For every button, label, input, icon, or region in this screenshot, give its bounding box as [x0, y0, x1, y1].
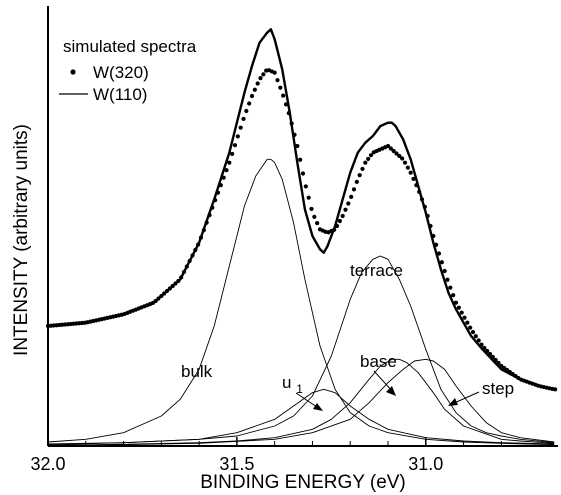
data-point: [349, 194, 354, 199]
data-point: [453, 300, 459, 305]
data-point: [360, 166, 365, 172]
annotation-step-arrowhead: [448, 398, 458, 406]
data-point: [249, 93, 255, 99]
series-w-320--points: [45, 68, 558, 392]
data-point: [439, 260, 444, 265]
data-point: [405, 165, 410, 170]
data-point: [465, 320, 470, 325]
data-point: [411, 176, 416, 182]
data-point: [281, 93, 286, 98]
data-point: [343, 207, 348, 212]
data-point: [337, 218, 342, 224]
series-base-line: [47, 358, 555, 446]
annotation-base: base: [360, 352, 397, 371]
data-point: [388, 146, 393, 151]
data-point: [357, 173, 362, 178]
data-point: [241, 116, 246, 122]
data-point: [354, 179, 359, 184]
data-point: [252, 87, 257, 92]
data-point: [476, 338, 481, 343]
data-point: [394, 151, 399, 156]
data-point: [315, 220, 320, 226]
y-axis-label: INTENSITY (arbitrary units): [11, 124, 32, 356]
data-point: [309, 206, 314, 212]
data-point: [247, 101, 252, 106]
data-point: [255, 81, 260, 86]
annotation-step: step: [482, 379, 514, 398]
data-point: [448, 285, 453, 290]
legend-dot-marker: [70, 69, 76, 75]
annotation-u1-subscript: 1: [296, 382, 303, 396]
data-point: [232, 143, 238, 148]
data-point: [306, 195, 311, 200]
data-point: [445, 277, 450, 282]
data-point: [402, 160, 408, 165]
data-point: [368, 153, 374, 158]
axes: [47, 6, 558, 447]
data-point: [295, 143, 300, 149]
data-point: [261, 72, 266, 77]
series-w-110--line: [47, 28, 555, 391]
data-point: [303, 184, 308, 189]
data-point: [258, 75, 263, 81]
series-layer: [45, 28, 558, 446]
data-point: [244, 108, 249, 114]
data-point: [459, 310, 464, 315]
legend-title: simulated spectra: [63, 37, 197, 56]
data-point: [272, 70, 277, 75]
data-point: [300, 171, 306, 176]
data-point: [391, 148, 396, 154]
legend: simulated spectra W(320) W(110): [59, 37, 197, 104]
annotation-u1-main: u: [282, 373, 291, 392]
data-point: [462, 315, 467, 320]
data-point: [363, 160, 368, 165]
data-point: [470, 330, 476, 335]
data-point: [340, 213, 345, 219]
legend-label-w110: W(110): [93, 85, 147, 104]
data-point: [408, 170, 413, 175]
data-point: [397, 153, 402, 159]
data-point: [385, 143, 391, 149]
data-point: [227, 160, 232, 165]
annotation-bulk: bulk: [181, 362, 213, 381]
data-point: [400, 156, 405, 161]
x-ticks: 32.0 31.5 31.0: [30, 437, 502, 474]
data-point: [451, 293, 456, 298]
data-point: [442, 268, 447, 274]
data-point: [224, 168, 229, 173]
series-bulk-line: [47, 158, 555, 446]
annotations: bulk terrace u 1 base step: [181, 261, 514, 411]
data-point: [366, 156, 371, 162]
data-point: [275, 78, 280, 83]
data-point: [351, 187, 357, 192]
data-point: [235, 134, 240, 139]
x-tick-label: 31.5: [219, 454, 254, 474]
series-u1-line: [47, 388, 555, 446]
data-point: [238, 125, 243, 130]
x-tick-label: 31.0: [408, 454, 443, 474]
data-point: [312, 214, 317, 219]
data-point: [346, 201, 351, 206]
annotation-terrace: terrace: [350, 261, 403, 280]
data-point: [230, 151, 235, 157]
annotation-base-arrowhead: [386, 386, 396, 396]
data-point: [278, 85, 283, 90]
legend-label-w320: W(320): [93, 63, 149, 82]
data-point: [456, 305, 461, 310]
annotation-u1-arrowhead: [313, 403, 323, 411]
annotation-u1: u 1: [282, 373, 303, 396]
data-point: [473, 334, 478, 339]
series-step-line: [47, 358, 555, 446]
series-terrace-line: [47, 255, 555, 445]
x-tick-label: 32.0: [30, 454, 65, 474]
data-point: [298, 157, 303, 162]
x-axis-label: BINDING ENERGY (eV): [200, 472, 406, 493]
data-point: [436, 251, 442, 256]
data-point: [468, 325, 473, 330]
